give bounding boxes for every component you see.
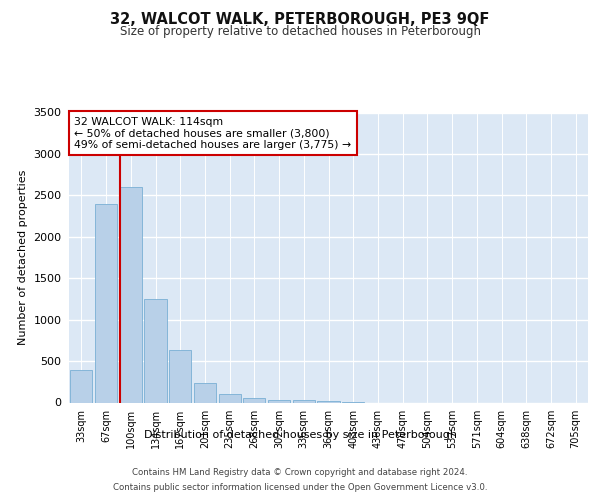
Bar [243,398,265,402]
Bar [70,370,92,402]
Text: 32 WALCOT WALK: 114sqm
← 50% of detached houses are smaller (3,800)
49% of semi-: 32 WALCOT WALK: 114sqm ← 50% of detached… [74,117,352,150]
Text: Contains HM Land Registry data © Crown copyright and database right 2024.: Contains HM Land Registry data © Crown c… [132,468,468,477]
Bar [145,299,167,403]
Y-axis label: Number of detached properties: Number of detached properties [17,170,28,345]
Bar [268,400,290,402]
Bar [218,394,241,402]
Text: 32, WALCOT WALK, PETERBOROUGH, PE3 9QF: 32, WALCOT WALK, PETERBOROUGH, PE3 9QF [110,12,490,28]
Bar [194,382,216,402]
Text: Distribution of detached houses by size in Peterborough: Distribution of detached houses by size … [143,430,457,440]
Bar [119,187,142,402]
Text: Contains public sector information licensed under the Open Government Licence v3: Contains public sector information licen… [113,483,487,492]
Bar [95,204,117,402]
Bar [317,401,340,402]
Bar [169,350,191,403]
Text: Size of property relative to detached houses in Peterborough: Size of property relative to detached ho… [119,25,481,38]
Bar [293,400,315,402]
